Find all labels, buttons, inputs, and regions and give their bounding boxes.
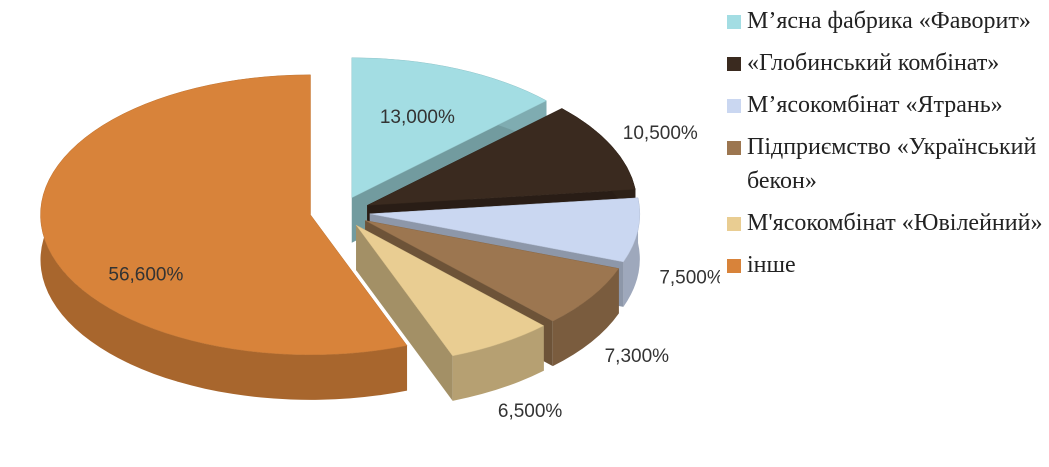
value-label: 13,000% bbox=[380, 107, 455, 128]
legend-item: М’ясна фабрика «Фаворит» bbox=[725, 4, 1047, 38]
legend: М’ясна фабрика «Фаворит» «Глобинський ком… bbox=[725, 4, 1047, 290]
legend-label: інше bbox=[747, 252, 796, 278]
legend-swatch bbox=[727, 217, 741, 231]
slice bbox=[351, 57, 548, 199]
slice-wall bbox=[452, 325, 544, 401]
legend-label: М'ясокомбінат «Ювілейний» bbox=[747, 210, 1043, 236]
legend-swatch bbox=[727, 259, 741, 273]
legend-label: М’ясокомбінат «Ятрань» bbox=[747, 92, 1003, 118]
value-label: 6,500% bbox=[498, 401, 563, 422]
legend-label: «Глобинський комбінат» bbox=[747, 50, 1000, 76]
value-label: 7,300% bbox=[605, 346, 670, 367]
slice-wall bbox=[40, 74, 408, 400]
value-label: 7,500% bbox=[659, 268, 720, 289]
legend-item: «Глобинський комбінат» bbox=[725, 46, 1047, 80]
legend-item: Підприємство «Український бекон» bbox=[725, 130, 1047, 198]
legend-label: Підприємство «Український бекон» bbox=[747, 134, 1037, 194]
legend-label: М’ясна фабрика «Фаворит» bbox=[747, 8, 1031, 34]
legend-swatch bbox=[727, 141, 741, 155]
legend-swatch bbox=[727, 57, 741, 71]
chart: 13,000% 10,500% 7,500% 7,300% 6,500% 56,600% bbox=[40, 57, 720, 422]
slice-group bbox=[40, 74, 408, 400]
legend-swatch bbox=[727, 15, 741, 29]
legend-item: М’ясокомбінат «Ятрань» bbox=[725, 88, 1047, 122]
legend-item: інше bbox=[725, 248, 1047, 282]
slice-wall bbox=[623, 197, 640, 307]
slice bbox=[367, 108, 636, 206]
slice-group bbox=[355, 224, 545, 401]
legend-item: М'ясокомбінат «Ювілейний» bbox=[725, 206, 1047, 240]
value-label: 10,500% bbox=[623, 123, 698, 144]
slice bbox=[40, 74, 408, 356]
slice bbox=[369, 197, 640, 263]
slice bbox=[365, 220, 620, 322]
slice bbox=[355, 224, 545, 357]
legend-swatch bbox=[727, 99, 741, 113]
slice-wall bbox=[552, 268, 619, 367]
value-label: 56,600% bbox=[108, 265, 183, 286]
slice-side bbox=[356, 225, 453, 401]
